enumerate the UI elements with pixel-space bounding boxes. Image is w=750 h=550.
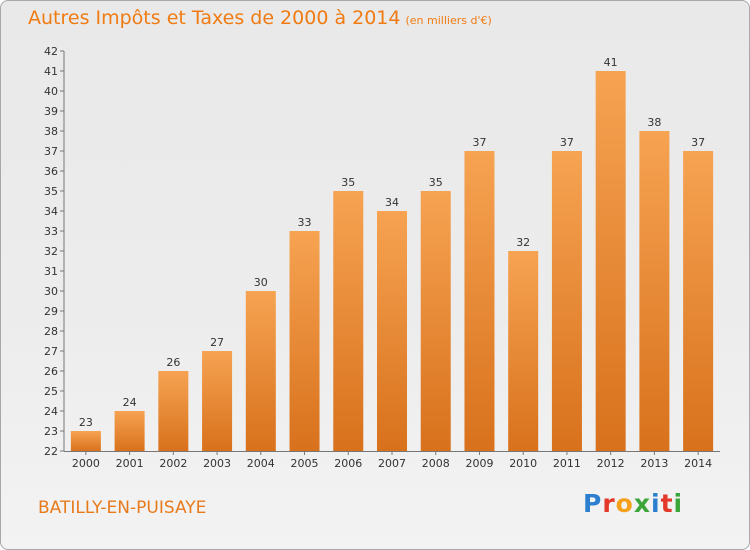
- bar: [158, 371, 189, 451]
- bar-value-label: 27: [210, 336, 224, 349]
- y-tick-label: 40: [44, 85, 58, 98]
- y-tick-label: 23: [44, 425, 58, 438]
- bar-value-label: 32: [516, 236, 530, 249]
- y-tick-label: 37: [44, 145, 58, 158]
- axes: 22 23 24 25 26 27 28 29 30 31 32 33 34 35 36 37 38 39 40 41…: [44, 45, 720, 470]
- y-tick-label: 41: [44, 65, 58, 78]
- bars: 23 24 26 27 30 33 35 34 35 37 32 37 41 38 37: [70, 56, 714, 451]
- bar-value-label: 35: [341, 176, 355, 189]
- bar: [70, 431, 101, 451]
- y-tick-label: 26: [44, 365, 58, 378]
- commune-name: BATILLY-EN-PUISAYE: [38, 498, 207, 518]
- logo-letter-r: r: [602, 489, 616, 518]
- y-tick-label: 22: [44, 445, 58, 458]
- y-tick-label: 31: [44, 265, 58, 278]
- y-tick-label: 34: [44, 205, 58, 218]
- x-tick-label: 2010: [509, 457, 537, 470]
- x-tick-label: 2004: [247, 457, 275, 470]
- bar: [464, 151, 495, 451]
- y-tick-label: 24: [44, 405, 58, 418]
- chart-title-unit: (en milliers d'€): [405, 14, 492, 27]
- bar: [202, 351, 233, 451]
- logo-letter-x: x: [633, 489, 651, 518]
- x-tick-label: 2003: [203, 457, 231, 470]
- bar: [114, 411, 145, 451]
- logo-letter-i2: i: [673, 489, 684, 518]
- x-tick-label: 2012: [597, 457, 625, 470]
- bar: [245, 291, 276, 451]
- bar-value-label: 24: [123, 396, 137, 409]
- bar-value-label: 23: [79, 416, 93, 429]
- y-tick-label: 39: [44, 105, 58, 118]
- x-tick-label: 2006: [334, 457, 362, 470]
- bar: [639, 131, 670, 451]
- bar: [595, 71, 626, 451]
- bar-value-label: 35: [429, 176, 443, 189]
- chart-title: Autres Impôts et Taxes de 2000 à 2014 (en…: [28, 7, 492, 29]
- bar-value-label: 37: [472, 136, 486, 149]
- y-tick-label: 32: [44, 245, 58, 258]
- y-tick-label: 28: [44, 325, 58, 338]
- x-tick-label: 2001: [116, 457, 144, 470]
- bar-value-label: 26: [166, 356, 180, 369]
- bar-value-label: 37: [560, 136, 574, 149]
- logo-letter-p: P: [583, 489, 603, 518]
- bar: [683, 151, 714, 451]
- x-tick-label: 2008: [422, 457, 450, 470]
- y-tick-label: 33: [44, 225, 58, 238]
- bar-value-label: 30: [254, 276, 268, 289]
- bar-value-label: 41: [604, 56, 618, 69]
- x-tick-label: 2000: [72, 457, 100, 470]
- bar-value-label: 37: [691, 136, 705, 149]
- x-tick-label: 2009: [465, 457, 493, 470]
- bar-value-label: 34: [385, 196, 399, 209]
- x-tick-label: 2002: [159, 457, 187, 470]
- y-tick-label: 38: [44, 125, 58, 138]
- x-tick-label: 2007: [378, 457, 406, 470]
- logo-letter-i: i: [651, 489, 661, 518]
- y-tick-label: 25: [44, 385, 58, 398]
- y-tick-label: 27: [44, 345, 58, 358]
- bar: [420, 191, 451, 451]
- x-tick-label: 2013: [640, 457, 668, 470]
- x-tick-label: 2011: [553, 457, 581, 470]
- x-tick-label: 2014: [684, 457, 712, 470]
- x-tick-label: 2005: [291, 457, 319, 470]
- y-tick-label: 29: [44, 305, 58, 318]
- bar: [551, 151, 582, 451]
- chart-title-main: Autres Impôts et Taxes de 2000 à 2014: [28, 7, 401, 29]
- y-tick-label: 42: [44, 45, 58, 58]
- y-tick-label: 35: [44, 185, 58, 198]
- logo-letter-o: o: [615, 489, 634, 518]
- bar-value-label: 38: [647, 116, 661, 129]
- logo-letter-t: t: [660, 489, 674, 518]
- bar-value-label: 33: [298, 216, 312, 229]
- y-tick-label: 36: [44, 165, 58, 178]
- y-tick-label: 30: [44, 285, 58, 298]
- proxiti-logo: Proxiti: [583, 489, 683, 518]
- bar: [377, 211, 407, 451]
- bar: [333, 191, 364, 451]
- bar: [289, 231, 320, 451]
- bar: [508, 251, 539, 451]
